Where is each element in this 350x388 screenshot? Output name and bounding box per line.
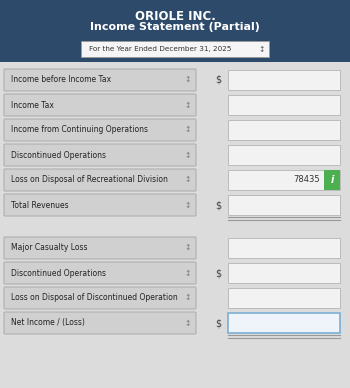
FancyBboxPatch shape [228, 238, 340, 258]
Text: ↕: ↕ [185, 293, 191, 303]
FancyBboxPatch shape [4, 194, 196, 216]
Text: $: $ [215, 75, 221, 85]
FancyBboxPatch shape [81, 41, 269, 57]
FancyBboxPatch shape [4, 287, 196, 309]
FancyBboxPatch shape [228, 120, 340, 140]
FancyBboxPatch shape [228, 95, 340, 115]
FancyBboxPatch shape [228, 313, 340, 333]
FancyBboxPatch shape [324, 170, 340, 190]
Text: Loss on Disposal of Discontinued Operation: Loss on Disposal of Discontinued Operati… [11, 293, 178, 303]
Text: $: $ [215, 268, 221, 278]
FancyBboxPatch shape [228, 170, 340, 190]
Text: Income Tax: Income Tax [11, 100, 54, 109]
FancyBboxPatch shape [228, 195, 340, 215]
Text: Income from Continuing Operations: Income from Continuing Operations [11, 125, 148, 135]
Text: Income before Income Tax: Income before Income Tax [11, 76, 111, 85]
FancyBboxPatch shape [4, 119, 196, 141]
Text: ↕: ↕ [185, 319, 191, 327]
Text: Major Casualty Loss: Major Casualty Loss [11, 244, 88, 253]
FancyBboxPatch shape [228, 145, 340, 165]
Text: Discontinued Operations: Discontinued Operations [11, 268, 106, 277]
FancyBboxPatch shape [228, 288, 340, 308]
Text: ↕: ↕ [185, 76, 191, 85]
Text: ↕: ↕ [185, 175, 191, 185]
FancyBboxPatch shape [4, 144, 196, 166]
FancyBboxPatch shape [4, 69, 196, 91]
Text: ↕: ↕ [259, 45, 265, 54]
FancyBboxPatch shape [0, 0, 350, 62]
Text: Loss on Disposal of Recreational Division: Loss on Disposal of Recreational Divisio… [11, 175, 168, 185]
Text: ↕: ↕ [185, 268, 191, 277]
Text: ↕: ↕ [185, 201, 191, 210]
Text: Income Statement (Partial): Income Statement (Partial) [90, 22, 260, 32]
Text: Net Income / (Loss): Net Income / (Loss) [11, 319, 85, 327]
Text: 78435: 78435 [293, 175, 320, 185]
FancyBboxPatch shape [4, 262, 196, 284]
Text: i: i [330, 175, 334, 185]
Text: For the Year Ended December 31, 2025: For the Year Ended December 31, 2025 [89, 46, 231, 52]
Text: ↕: ↕ [185, 244, 191, 253]
Text: ↕: ↕ [185, 125, 191, 135]
FancyBboxPatch shape [228, 70, 340, 90]
Text: Total Revenues: Total Revenues [11, 201, 69, 210]
FancyBboxPatch shape [4, 237, 196, 259]
Text: $: $ [215, 200, 221, 210]
Text: Discontinued Operations: Discontinued Operations [11, 151, 106, 159]
Text: ↕: ↕ [185, 100, 191, 109]
Text: ↕: ↕ [185, 151, 191, 159]
FancyBboxPatch shape [228, 263, 340, 283]
FancyBboxPatch shape [4, 94, 196, 116]
FancyBboxPatch shape [4, 169, 196, 191]
Text: ORIOLE INC.: ORIOLE INC. [134, 10, 216, 23]
FancyBboxPatch shape [4, 312, 196, 334]
Text: $: $ [215, 318, 221, 328]
